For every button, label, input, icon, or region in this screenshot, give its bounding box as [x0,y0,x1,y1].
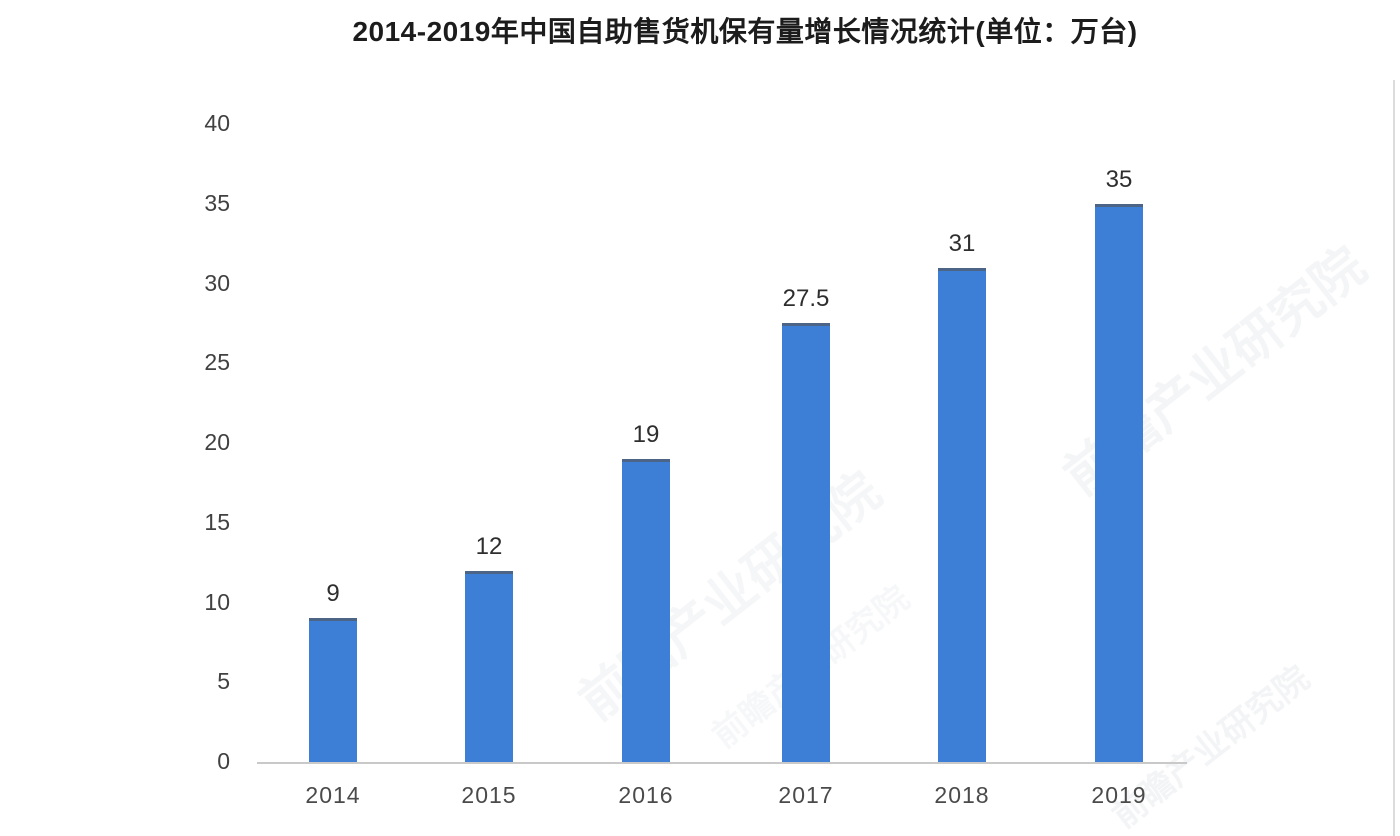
x-tick-label: 2017 [778,782,834,808]
plot-area: 9 12 19 27.5 31 35 [257,124,1187,764]
bar-2014 [309,618,357,762]
x-tick-label: 2014 [305,782,361,808]
x-tick-label: 2015 [461,782,517,808]
y-tick-label: 40 [204,110,230,136]
y-tick-label: 25 [204,349,230,376]
x-tick-label: 2016 [618,782,674,808]
bar-2018 [938,268,986,762]
y-tick-label: 35 [204,189,230,216]
y-tick-label: 5 [217,668,230,695]
bar-2016 [622,459,670,762]
bar-value-label: 9 [326,580,340,607]
x-tick-label: 2018 [934,782,990,808]
x-tick-label: 2019 [1091,782,1147,808]
bar-2015 [465,571,513,762]
bar-value-label: 35 [1105,166,1133,193]
bar-value-label: 31 [948,230,976,257]
bar-value-label: 19 [632,421,660,448]
y-tick-label: 30 [204,269,230,296]
y-tick-label: 0 [217,748,230,774]
y-tick-label: 10 [204,588,230,615]
bar-value-label: 12 [475,533,503,560]
bar-2019 [1095,204,1143,762]
bar-value-label: 27.5 [782,285,830,312]
bar-2017 [782,323,830,762]
image-edge-line [1393,80,1395,836]
chart-title: 2014-2019年中国自助售货机保有量增长情况统计(单位：万台) [352,16,1138,47]
y-tick-label: 20 [204,429,230,455]
y-tick-label: 15 [204,508,230,535]
